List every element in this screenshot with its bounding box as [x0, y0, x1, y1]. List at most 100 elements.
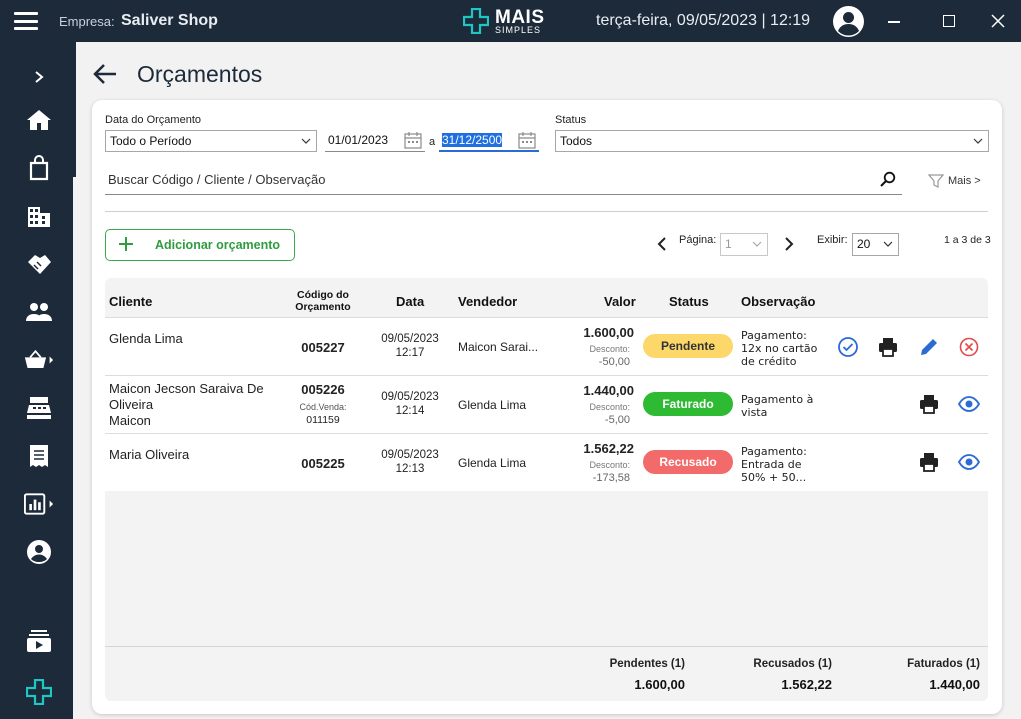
edit-icon[interactable] [918, 336, 940, 358]
filter-icon [928, 174, 944, 188]
row-vendedor: Glenda Lima [458, 456, 527, 470]
sidebar-item-partners[interactable] [24, 249, 54, 279]
maximize-button[interactable] [943, 15, 955, 27]
row-cliente: Glenda Lima [109, 331, 183, 346]
status-select-value: Todos [560, 134, 593, 148]
date-from-value: 01/01/2023 [328, 133, 389, 147]
account-icon [27, 540, 51, 564]
sidebar-item-people[interactable] [24, 297, 54, 327]
sidebar-item-purchases[interactable] [24, 345, 54, 375]
row-data: 09/05/2023 12:13 [370, 448, 450, 476]
app-logo: MAIS SIMPLES [463, 7, 545, 35]
sidebar-item-brand[interactable] [24, 677, 54, 707]
sidebar-item-account[interactable] [24, 537, 54, 567]
receipt-icon [30, 445, 48, 467]
row-time: 12:13 [395, 463, 425, 475]
title-bar: Empresa: Saliver Shop MAIS SIMPLES terça… [0, 0, 1021, 42]
calendar-icon[interactable] [518, 132, 536, 149]
row-time: 12:14 [395, 405, 425, 417]
check-circle-icon[interactable] [837, 336, 859, 358]
date-to-value: 31/12/2500 [442, 133, 503, 147]
row-obs-line: 50% + 50... [741, 471, 807, 484]
print-icon[interactable] [877, 336, 899, 358]
sidebar-item-receipts[interactable] [24, 441, 54, 471]
row-date: 09/05/2023 [381, 333, 439, 345]
row-vendedor: Maicon Sarai... [458, 340, 539, 354]
row-obs-line: Pagamento: [741, 329, 807, 342]
sidebar-item-tutorials[interactable] [24, 626, 54, 656]
building-icon [28, 207, 50, 227]
sidebar-item-reports[interactable] [24, 489, 54, 519]
table-row[interactable]: Glenda Lima 005227 09/05/2023 12:17 Maic… [105, 317, 988, 375]
table-row[interactable]: Maria Oliveira 005225 09/05/2023 12:13 G… [105, 433, 988, 491]
page-size-select[interactable]: 20 [852, 233, 899, 256]
chevron-right-icon[interactable] [784, 237, 794, 251]
sidebar-item-companies[interactable] [24, 201, 54, 231]
row-valor: 1.440,00 [583, 383, 634, 398]
row-desconto: -173,58 [592, 472, 630, 484]
view-icon[interactable] [958, 393, 980, 415]
empresa-label: Empresa: [59, 14, 115, 29]
print-icon[interactable] [918, 451, 940, 473]
view-icon[interactable] [958, 451, 980, 473]
add-orcamento-label: Adicionar orçamento [155, 238, 281, 252]
status-badge-faturado: Faturado [643, 392, 733, 416]
search-input[interactable]: Buscar Código / Cliente / Observação [105, 167, 902, 195]
pendentes-total-value: 1.600,00 [634, 677, 685, 692]
col-codigo-line2: Orçamento [295, 301, 351, 313]
sidebar [0, 42, 73, 719]
orcamentos-table: Cliente Código do Orçamento Data Vendedo… [105, 278, 988, 646]
user-account-icon[interactable] [832, 5, 865, 38]
col-codigo-line1: Código do [297, 289, 349, 301]
empresa-name: Saliver Shop [121, 12, 218, 29]
back-arrow-icon[interactable] [92, 62, 118, 86]
logo-text-simples: SIMPLES [495, 24, 542, 35]
row-observacao: Pagamento: Entrada de 50% + 50... [741, 445, 823, 484]
logo-cross-icon [26, 679, 52, 705]
status-select[interactable]: Todos [555, 130, 989, 152]
page-select[interactable]: 1 [720, 233, 768, 256]
row-cliente-line: Maicon [109, 413, 151, 428]
period-select[interactable]: Todo o Período [105, 130, 317, 152]
row-cliente: Maria Oliveira [109, 447, 190, 462]
sidebar-item-sales[interactable] [24, 153, 54, 183]
minimize-button[interactable] [888, 21, 900, 23]
chevron-left-icon[interactable] [657, 237, 667, 251]
row-cod-venda: 011159 [306, 414, 340, 426]
add-orcamento-button[interactable]: Adicionar orçamento [105, 229, 295, 261]
row-desconto-label: Desconto: [589, 460, 630, 470]
calendar-icon[interactable] [404, 132, 422, 149]
period-select-value: Todo o Período [110, 134, 192, 148]
page-size-value: 20 [857, 237, 871, 251]
more-filters-button[interactable]: Mais > [928, 173, 981, 189]
row-data: 09/05/2023 12:17 [370, 332, 450, 360]
sidebar-item-pos[interactable] [24, 393, 54, 423]
chevron-down-icon [301, 138, 311, 144]
row-date: 09/05/2023 [381, 449, 439, 461]
print-icon[interactable] [918, 393, 940, 415]
status-filter-label: Status [555, 114, 587, 126]
orcamentos-card: Data do Orçamento Todo o Período 01/01/2… [92, 100, 1002, 714]
page-select-value: 1 [725, 237, 732, 251]
faturados-total-value: 1.440,00 [929, 677, 980, 692]
col-observacao: Observação [741, 294, 816, 309]
cancel-icon[interactable] [958, 336, 980, 358]
sidebar-expand[interactable] [24, 62, 54, 92]
show-label: Exibir: [817, 234, 848, 246]
hamburger-menu-icon[interactable] [14, 12, 38, 30]
date-from-input[interactable]: 01/01/2023 [325, 130, 425, 152]
search-icon[interactable] [880, 171, 896, 187]
home-icon [27, 110, 51, 130]
col-codigo: Código do Orçamento [283, 289, 363, 313]
faturados-total-label: Faturados (1) [907, 658, 980, 670]
date-to-input[interactable]: 31/12/2500 [439, 130, 539, 152]
sidebar-edge [73, 42, 76, 177]
search-placeholder: Buscar Código / Cliente / Observação [108, 172, 326, 187]
row-cliente: Maicon Jecson Saraiva De Oliveira Maicon [109, 381, 274, 429]
table-row[interactable]: Maicon Jecson Saraiva De Oliveira Maicon… [105, 375, 988, 433]
status-badge-recusado: Recusado [643, 450, 733, 474]
row-desconto-label: Desconto: [589, 402, 630, 412]
close-icon[interactable] [991, 14, 1005, 28]
sidebar-item-home[interactable] [24, 105, 54, 135]
video-icon [27, 630, 51, 652]
